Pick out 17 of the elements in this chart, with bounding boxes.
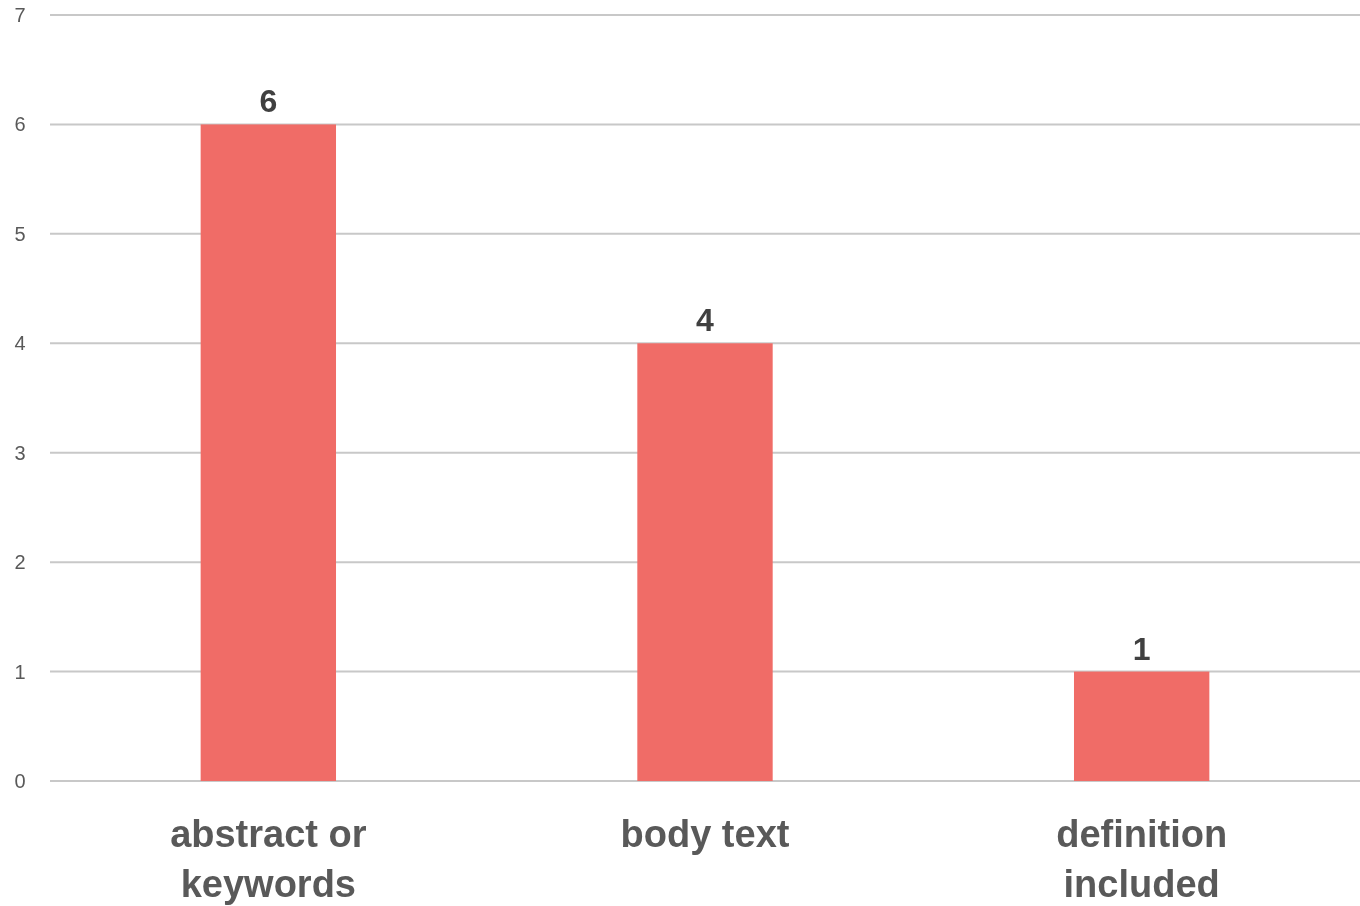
data-label: 1 — [1132, 630, 1151, 667]
bar — [1073, 671, 1210, 781]
y-tick-label: 7 — [14, 4, 26, 26]
y-tick-label: 5 — [14, 222, 26, 245]
y-tick-label: 0 — [14, 770, 26, 792]
x-tick-label: definition included — [1056, 813, 1228, 905]
y-tick-label: 6 — [14, 113, 26, 136]
bar — [637, 343, 773, 781]
x-tick-label: abstract or keywords — [170, 813, 367, 905]
y-tick-label: 3 — [14, 441, 26, 464]
y-tick-label: 2 — [14, 551, 26, 574]
bar — [200, 124, 337, 781]
data-label: 4 — [696, 302, 715, 339]
y-tick-label: 4 — [14, 332, 26, 355]
data-label: 6 — [259, 83, 278, 120]
x-tick-label: body text — [620, 813, 790, 855]
y-tick-label: 1 — [14, 660, 26, 683]
